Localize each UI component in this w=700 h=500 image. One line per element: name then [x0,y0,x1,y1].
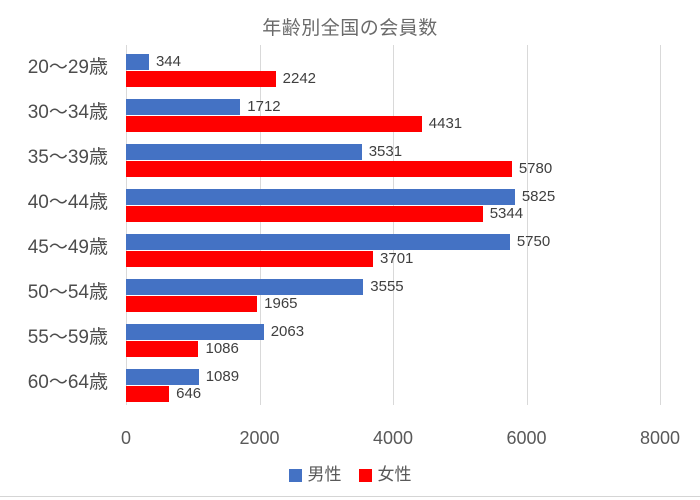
bar-female [126,386,170,402]
bar-male [126,369,199,385]
x-tick-label: 6000 [506,428,547,448]
bar-value-label: 3555 [370,278,404,295]
bar-value-label: 5780 [518,160,553,177]
bar-female [126,251,374,267]
bar-male [126,54,149,70]
bar-group: 3531 5780 [126,135,660,180]
x-tick-label: 4000 [372,428,414,448]
legend: 男性 女性 [0,463,700,487]
category-label: 40〜44歳 [27,192,108,213]
bar-male [126,279,364,295]
bar-female [126,161,512,177]
bar-male [126,324,264,340]
legend-swatch-male [288,468,302,482]
category-label: 60〜64歳 [27,372,108,393]
plot-area: 344 2242 1712 4431 3531 5780 5825 5344 5750 3701 3… [126,45,661,405]
bar-group: 3555 1965 [126,270,660,315]
x-tick-label: 8000 [639,428,681,448]
bar-female [126,116,422,132]
bar-value-label: 5344 [489,205,524,222]
bar-value-label: 1712 [247,98,281,115]
bar-value-label: 646 [176,385,202,402]
bar-value-label: 1086 [205,340,239,357]
gridline [393,45,394,405]
bar-group: 1712 4431 [126,90,660,135]
bar-group: 2063 1086 [126,315,660,360]
bar-male [126,234,510,250]
gridline [660,45,661,405]
bar-male [126,144,362,160]
bar-value-label: 4431 [428,115,463,132]
x-axis: 0 2000 4000 6000 8000 [121,427,680,449]
legend-label: 女性 [377,465,412,484]
window-bottom-border [0,496,700,497]
bar-group: 5825 5344 [126,180,660,225]
bar-value-label: 5825 [521,188,556,205]
bar-female [126,71,276,87]
category-label: 50〜54歳 [27,282,108,303]
legend-swatch-female [358,468,372,482]
gridline [126,45,127,405]
category-label: 35〜39歳 [27,147,108,168]
bar-value-label: 3531 [368,143,403,160]
category-label: 30〜34歳 [27,102,108,123]
bar-value-label: 344 [155,53,181,70]
legend-label: 男性 [307,465,342,484]
bar-value-label: 2063 [270,323,305,340]
category-axis: 20〜29歳 30〜34歳 35〜39歳 40〜44歳 45〜49歳 50〜54歳 55〜5… [0,45,126,405]
bar-male [126,189,515,205]
bar-female [126,206,483,222]
category-label: 20〜29歳 [27,57,108,78]
x-tick-label: 0 [120,428,132,448]
bar-value-label: 3701 [380,250,414,267]
chart-title: 年齢別全国の会員数 [262,18,438,39]
x-tick-label: 2000 [239,428,280,448]
category-label: 55〜59歳 [27,327,108,348]
bar-female [126,296,258,312]
legend-item-female: 女性 [358,463,412,487]
bar-value-label: 1965 [264,295,298,312]
bar-group: 5750 3701 [126,225,660,270]
legend-item-male: 男性 [288,463,342,487]
gridline [259,45,261,405]
bar-group: 344 2242 [126,45,660,90]
bar-male [126,99,241,115]
gridline [526,45,528,405]
bar-female [126,341,199,357]
bar-value-label: 1089 [205,368,240,385]
category-label: 45〜49歳 [27,237,108,258]
bar-group: 1089 646 [126,360,660,405]
bar-value-label: 5750 [516,233,551,250]
bar-value-label: 2242 [282,70,317,87]
